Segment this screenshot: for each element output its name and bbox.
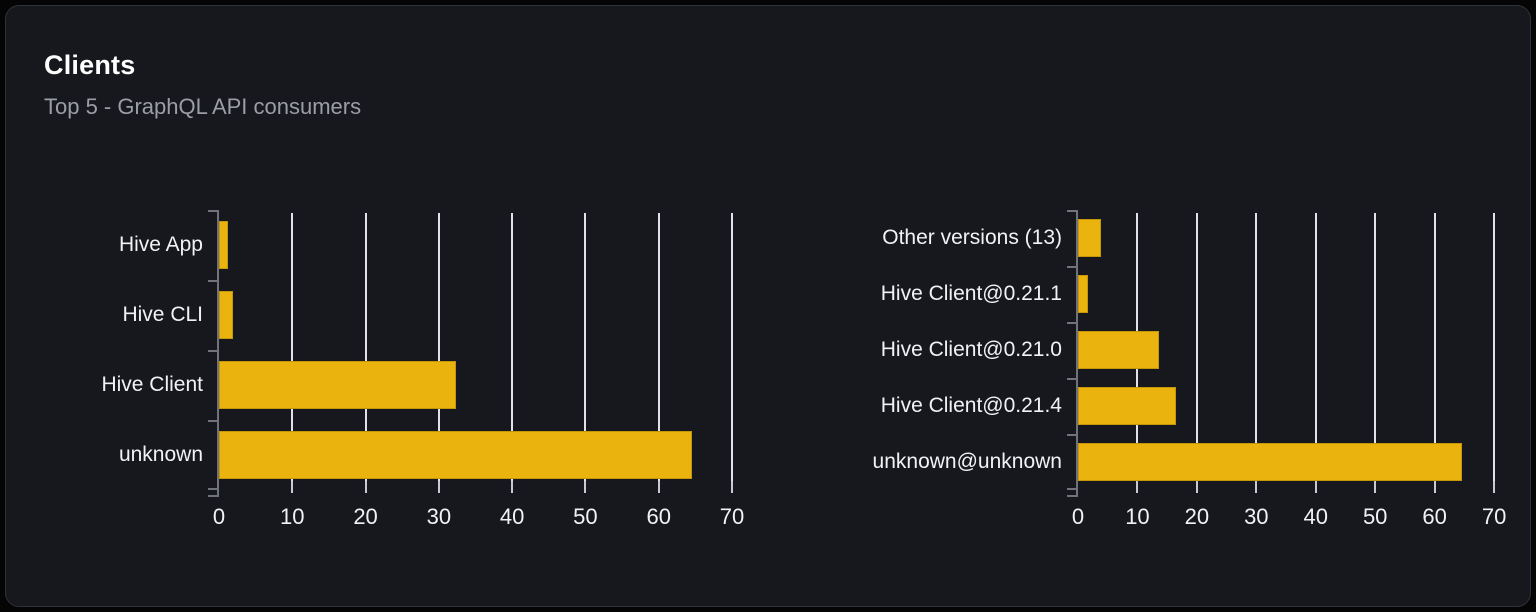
category-label-unknown-unknown: unknown@unknown <box>872 450 1062 473</box>
gridline-x-40 <box>511 213 514 481</box>
category-label-hive-client-0-21-0: Hive Client@0.21.0 <box>880 338 1062 361</box>
gridline-x-70 <box>1493 213 1496 481</box>
x-axis-zero-tick <box>1067 495 1076 497</box>
x-axis-tick <box>731 481 733 493</box>
plot-area: 0 10 20 30 40 50 60 70 <box>208 210 744 529</box>
gridline-x-50 <box>584 213 587 481</box>
category-label-hive-client-0-21-4: Hive Client@0.21.4 <box>880 394 1062 417</box>
gridline-x-60 <box>1433 213 1436 481</box>
x-axis-tick <box>291 481 294 493</box>
bar-hive-client-0-21-4 <box>1078 387 1176 425</box>
gridline-x-70 <box>731 213 733 481</box>
y-axis-tick <box>1067 488 1076 490</box>
x-axis-tick-label: 20 <box>1184 504 1210 529</box>
x-axis-tick-label: 50 <box>573 504 598 529</box>
x-axis-tick-label: 40 <box>1303 504 1328 529</box>
y-axis-bottom-extension <box>217 490 219 497</box>
y-axis-tick <box>1067 434 1076 436</box>
x-axis-tick <box>1493 481 1496 493</box>
clients-by-name-chart: Hive App Hive CLI Hive Client unknown 0 10 20 3… <box>44 210 744 529</box>
y-axis-tick <box>1067 266 1076 268</box>
x-axis-tick-label: 10 <box>280 504 305 529</box>
y-axis-tick <box>1067 378 1076 380</box>
x-axis-tick-label: 50 <box>1362 504 1388 529</box>
y-axis-tick <box>208 280 217 282</box>
x-axis-tick-label: 0 <box>1071 504 1085 529</box>
x-axis-tick <box>1195 481 1198 493</box>
y-axis-tick <box>208 210 217 212</box>
x-axis-tick <box>1433 481 1436 493</box>
bar-hive-app <box>219 221 228 269</box>
y-axis-category-labels: Hive App Hive CLI Hive Client unknown <box>44 210 217 490</box>
x-axis-tick <box>1136 481 1139 493</box>
gridline-x-30 <box>437 213 440 481</box>
x-axis-tick-label: 0 <box>212 504 226 529</box>
gridline-x-10 <box>291 213 294 481</box>
x-axis-tick <box>584 481 587 493</box>
clients-by-version-chart: Other versions (13) Hive Client@0.21.1 Hiv… <box>841 210 1506 529</box>
x-axis-tick <box>364 481 367 493</box>
x-axis-tick-label: 70 <box>719 504 745 529</box>
x-axis-tick-label: 40 <box>499 504 525 529</box>
bar-hive-client-0-21-1 <box>1078 275 1089 313</box>
x-axis-tick <box>1374 481 1377 493</box>
gridline-x-60 <box>657 213 660 481</box>
category-label-hive-cli: Hive CLI <box>122 303 203 326</box>
y-axis-tick <box>208 488 217 490</box>
x-axis-tick <box>511 481 514 493</box>
y-axis-tick <box>1067 322 1076 324</box>
x-axis-tick <box>1314 481 1317 493</box>
y-axis-tick <box>1067 210 1076 212</box>
gridline-x-50 <box>1374 213 1377 481</box>
gridline-x-30 <box>1255 213 1258 481</box>
category-label-hive-app: Hive App <box>118 233 203 256</box>
x-axis-tick-label: 30 <box>426 504 452 529</box>
x-axis-tick-label: 60 <box>646 504 671 529</box>
category-label-hive-client-0-21-1: Hive Client@0.21.1 <box>880 282 1062 305</box>
gridline-x-20 <box>364 213 367 481</box>
card-subtitle: Top 5 - GraphQL API consumers <box>44 94 362 119</box>
clients-card: Clients Top 5 - GraphQL API consumers Hi… <box>5 5 1531 607</box>
gridline-x-20 <box>1195 213 1198 481</box>
x-axis-tick <box>1255 481 1258 493</box>
gridline-x-40 <box>1314 213 1317 481</box>
x-axis-tick-label: 20 <box>353 504 378 529</box>
plot-area: 0 10 20 30 40 50 60 70 <box>1067 210 1506 529</box>
bar-other-versions-13 <box>1078 219 1101 257</box>
category-label-unknown: unknown <box>118 443 203 466</box>
y-axis-tick <box>208 350 217 352</box>
x-axis-tick-label: 30 <box>1244 504 1269 529</box>
y-axis-category-labels: Other versions (13) Hive Client@0.21.1 Hiv… <box>841 210 1076 490</box>
y-axis-bottom-extension <box>1076 490 1078 497</box>
card-title: Clients <box>44 50 136 80</box>
y-axis-tick <box>208 420 217 422</box>
x-axis-zero-tick <box>208 495 217 497</box>
x-axis-tick <box>437 481 440 493</box>
bar-hive-client <box>219 361 456 409</box>
x-axis-tick-label: 60 <box>1422 504 1447 529</box>
category-label-other-versions-13: Other versions (13) <box>882 226 1062 249</box>
bar-unknown <box>219 431 692 479</box>
x-axis-tick <box>657 481 660 493</box>
bar-unknown-unknown <box>1078 443 1462 481</box>
x-axis-tick-label: 10 <box>1125 504 1150 529</box>
bar-hive-cli <box>219 291 233 339</box>
category-label-hive-client: Hive Client <box>101 373 203 396</box>
x-axis-tick-label: 70 <box>1481 504 1507 529</box>
bar-hive-client-0-21-0 <box>1078 331 1160 369</box>
